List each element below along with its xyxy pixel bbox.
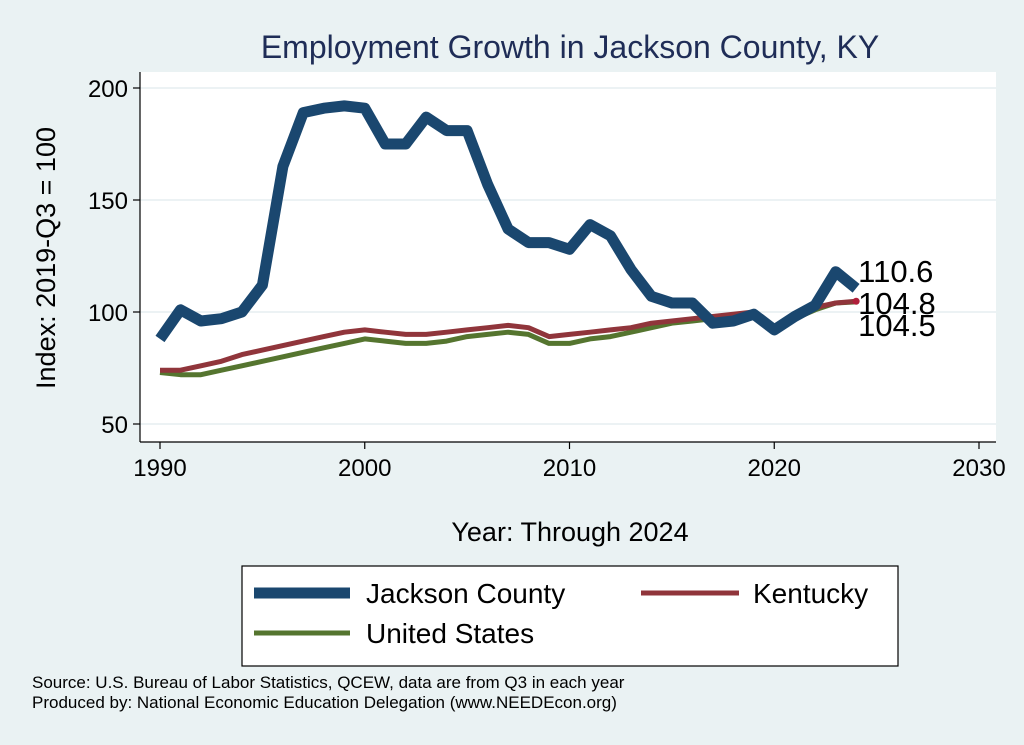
producer-note: Produced by: National Economic Education… bbox=[32, 693, 617, 712]
series-lines bbox=[155, 100, 860, 378]
y-axis-label: Index: 2019-Q3 = 100 bbox=[31, 127, 61, 389]
legend-box bbox=[241, 565, 899, 667]
source-note: Source: U.S. Bureau of Labor Statistics,… bbox=[32, 673, 625, 692]
y-tick-label: 200 bbox=[88, 76, 128, 103]
legend-label-2: United States bbox=[366, 618, 534, 649]
x-tick-label: 2030 bbox=[952, 455, 1005, 482]
end-label-0: 110.6 bbox=[858, 254, 933, 289]
legend: Jackson County Kentucky United States bbox=[241, 565, 899, 667]
x-tick-label: 2000 bbox=[338, 455, 391, 482]
y-tick-label: 50 bbox=[101, 412, 128, 439]
x-tick-label: 1990 bbox=[133, 455, 186, 482]
plot-area bbox=[140, 72, 996, 442]
axes bbox=[133, 72, 996, 449]
x-axis-label: Year: Through 2024 bbox=[451, 517, 688, 547]
end-label-2: 104.5 bbox=[858, 308, 936, 343]
series-line-0 bbox=[155, 100, 860, 343]
legend-label-1: Kentucky bbox=[753, 578, 868, 609]
chart-title: Employment Growth in Jackson County, KY bbox=[261, 29, 879, 65]
x-tick-label: 2010 bbox=[543, 455, 596, 482]
y-tick-labels: 50 100 150 200 bbox=[88, 76, 128, 439]
y-tick-label: 150 bbox=[88, 188, 128, 215]
x-tick-label: 2020 bbox=[748, 455, 801, 482]
y-tick-label: 100 bbox=[88, 300, 128, 327]
legend-label-0: Jackson County bbox=[366, 578, 565, 609]
x-tick-labels: 1990 2000 2010 2020 2030 bbox=[133, 455, 1005, 482]
end-label-1: 104.8 bbox=[858, 286, 936, 321]
endpoint-marker bbox=[852, 297, 860, 305]
